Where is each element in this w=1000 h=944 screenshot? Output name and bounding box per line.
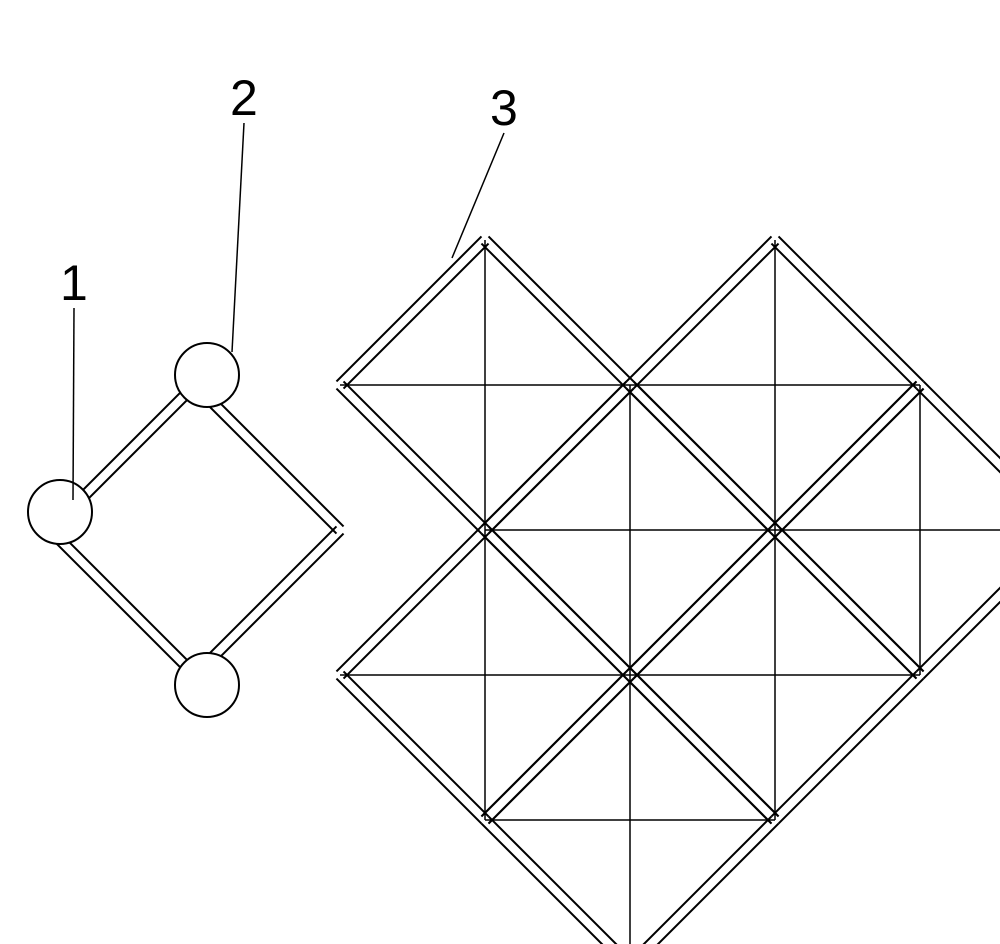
cell-5-edge-tr bbox=[779, 526, 924, 671]
cell-5-edge-lt bbox=[634, 534, 779, 679]
joint-bottom bbox=[175, 653, 239, 717]
cell-6-edge-rb bbox=[626, 816, 771, 944]
cell-0-edge-lt bbox=[344, 244, 489, 389]
cell-4-edge-bl bbox=[336, 679, 481, 824]
cell-0-edge-tr bbox=[481, 244, 626, 389]
cell-4-edge-lt bbox=[344, 534, 489, 679]
cell-0-edge-bl bbox=[336, 389, 481, 534]
cell-5-edge-tr bbox=[771, 534, 916, 679]
cell-4-edge-bl bbox=[344, 671, 489, 816]
cell-6-edge-tr bbox=[626, 679, 771, 824]
cell-1-edge-lt bbox=[626, 236, 771, 381]
cell-6-edge-lt bbox=[481, 671, 626, 816]
cell-3-edge-tr bbox=[916, 389, 1000, 534]
cell-0-edge-lt bbox=[336, 236, 481, 381]
cell-5-edge-rb bbox=[771, 671, 916, 816]
cell-2-edge-tr bbox=[626, 389, 771, 534]
cell-4-edge-tr bbox=[481, 534, 626, 679]
cell-1-edge-tr bbox=[771, 244, 916, 389]
cell-4-edge-lt bbox=[336, 526, 481, 671]
joint-top bbox=[175, 343, 239, 407]
cell-0-edge-tr bbox=[489, 236, 634, 381]
cell-2-edge-tr bbox=[634, 381, 779, 526]
cell-5-edge-lt bbox=[626, 526, 771, 671]
cell-6-edge-rb bbox=[634, 824, 779, 944]
cell-4-edge-tr bbox=[489, 526, 634, 671]
cell-open-edge-bl bbox=[54, 526, 199, 671]
label-1: 1 bbox=[60, 255, 88, 311]
label-2: 2 bbox=[230, 70, 258, 126]
cell-open-edge-tr bbox=[191, 389, 336, 534]
joint-left bbox=[28, 480, 92, 544]
cell-3-edge-rb bbox=[916, 526, 1000, 671]
cell-open-edge-rb bbox=[191, 526, 336, 671]
leader-1 bbox=[73, 308, 74, 500]
cell-0-edge-bl bbox=[344, 381, 489, 526]
cell-6-edge-lt bbox=[489, 679, 634, 824]
cell-1-edge-tr bbox=[779, 236, 924, 381]
diagram-canvas: 1 2 3 bbox=[0, 0, 1000, 944]
cell-6-edge-bl bbox=[489, 816, 634, 944]
cell-3-edge-lt bbox=[771, 381, 916, 526]
cell-6-edge-tr bbox=[634, 671, 779, 816]
cell-6-edge-bl bbox=[481, 824, 626, 944]
cell-2-edge-lt bbox=[481, 381, 626, 526]
cell-3-edge-tr bbox=[924, 381, 1000, 526]
leader-2 bbox=[232, 123, 244, 352]
cell-3-edge-lt bbox=[779, 389, 924, 534]
cell-1-edge-lt bbox=[634, 244, 779, 389]
cell-open-edge-bl bbox=[46, 534, 191, 679]
label-3: 3 bbox=[490, 80, 518, 136]
cell-3-edge-rb bbox=[924, 534, 1000, 679]
cell-2-edge-lt bbox=[489, 389, 634, 534]
cell-5-edge-rb bbox=[779, 679, 924, 824]
